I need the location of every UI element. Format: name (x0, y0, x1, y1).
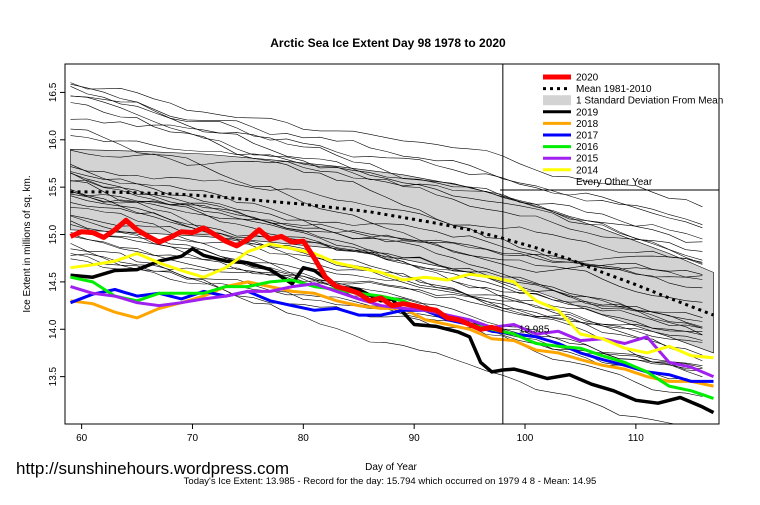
y-tick-label: 16.0 (48, 130, 59, 150)
x-tick-label: 110 (628, 433, 644, 444)
other-year-line (70, 195, 703, 318)
legend-label: 2015 (576, 154, 599, 165)
y-tick-label: 15.5 (48, 177, 59, 197)
series-2020 (69, 217, 504, 334)
legend-item: 2016 (543, 142, 599, 153)
y-tick-label: 14.5 (48, 272, 59, 292)
series-2014 (70, 242, 714, 360)
x-axis-label: Day of Year (365, 462, 417, 473)
current-value-label: 13.985 (519, 324, 550, 335)
other-year-line (70, 166, 703, 263)
other-year-line (70, 243, 677, 424)
legend-item: 2014 (543, 165, 599, 176)
other-year-line (70, 172, 703, 362)
legend-label: 2019 (576, 107, 599, 118)
other-year-line (70, 95, 703, 261)
x-tick-label: 80 (298, 433, 310, 444)
legend-item: Mean 1981-2010 (543, 84, 652, 95)
legend-item: 2015 (543, 154, 599, 165)
other-year-line (70, 164, 703, 336)
legend-label: Every Other Year (576, 177, 653, 188)
y-tick-label: 13.5 (48, 366, 59, 386)
series-2019 (70, 246, 715, 415)
x-tick-label: 100 (517, 433, 534, 444)
other-year-line (70, 95, 703, 252)
legend-item: 1 Standard Deviation From Mean (543, 95, 723, 107)
other-year-line (70, 232, 703, 329)
x-tick-label: 70 (187, 433, 199, 444)
y-axis-label: Ice Extent in millions of sq. km. (22, 175, 33, 312)
legend-label: 2017 (576, 131, 599, 142)
other-year-line (70, 118, 703, 229)
legend-item: Every Other Year (576, 177, 653, 188)
y-tick-label: 16.5 (48, 82, 59, 102)
other-year-line (70, 149, 703, 240)
chart-title: Arctic Sea Ice Extent Day 98 1978 to 202… (270, 36, 506, 50)
legend-item: 2017 (543, 131, 599, 142)
legend-item: 2020 (543, 73, 599, 84)
other-year-line (70, 224, 703, 397)
other-year-line (70, 128, 703, 303)
other-year-line (70, 135, 703, 243)
plot-frame (64, 63, 720, 425)
stats-text: Today's Ice Extent: 13.985 - Record for … (184, 476, 597, 487)
y-tick-label: 15.0 (48, 224, 59, 244)
legend-item: 2019 (543, 107, 599, 118)
other-year-line (70, 190, 703, 275)
legend-label: 2014 (576, 165, 599, 176)
legend-label: Mean 1981-2010 (576, 84, 652, 95)
plot-area: 13.985 (64, 63, 720, 425)
legend-swatch (543, 95, 571, 106)
mean-line (70, 190, 715, 317)
other-year-line (70, 191, 703, 265)
legend-label: 2016 (576, 142, 599, 153)
x-tick-label: 90 (409, 433, 421, 444)
other-year-line (70, 202, 703, 328)
other-year-line (70, 179, 703, 322)
x-tick-label: 60 (76, 433, 88, 444)
other-year-line (70, 214, 703, 356)
series-2016 (70, 275, 714, 400)
other-year-line (70, 86, 703, 264)
legend-item: 2018 (543, 119, 599, 130)
legend-label: 1 Standard Deviation From Mean (576, 96, 723, 107)
other-year-line (70, 83, 703, 225)
series-2017 (69, 288, 714, 383)
source-url: http://sunshinehours.wordpress.com (16, 459, 289, 478)
other-year-line (70, 102, 703, 289)
y-tick-label: 14.0 (48, 319, 59, 339)
other-year-line (70, 172, 703, 329)
y-axis: 13.5 14.0 14.5 15.0 15.5 16.0 16.5 (48, 82, 65, 386)
legend-label: 2020 (576, 73, 599, 84)
x-axis: 60 70 80 90 100 110 (76, 424, 644, 444)
other-year-line (70, 82, 703, 208)
legend-label: 2018 (576, 119, 599, 130)
